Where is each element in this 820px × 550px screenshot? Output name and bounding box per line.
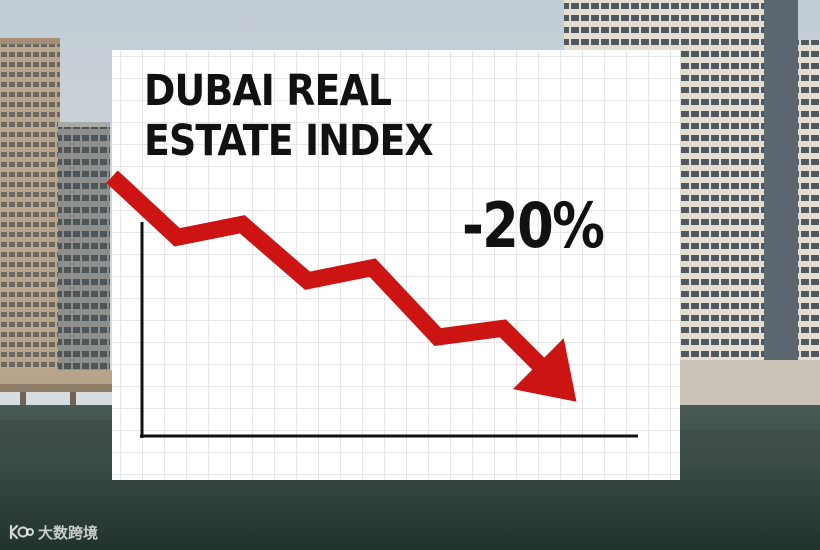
building [58, 122, 110, 127]
building [764, 0, 798, 360]
water-reflection [0, 420, 112, 450]
change-label: -20% [462, 189, 605, 262]
series-line [106, 170, 548, 373]
logo-icon [9, 524, 34, 540]
bridge [70, 392, 76, 412]
building [58, 125, 110, 375]
chart-title: DUBAI REAL ESTATE INDEX [144, 66, 434, 166]
building [0, 38, 60, 44]
watermark: 大数跨境 [8, 520, 98, 544]
bridge [0, 384, 112, 392]
building [0, 40, 60, 370]
bridge [20, 392, 26, 414]
bridge [0, 370, 112, 384]
arrow-head [512, 338, 577, 402]
promenade [680, 360, 820, 410]
building [798, 40, 820, 370]
chart-panel [112, 50, 680, 480]
watermark-text: 大数跨境 [38, 523, 99, 542]
